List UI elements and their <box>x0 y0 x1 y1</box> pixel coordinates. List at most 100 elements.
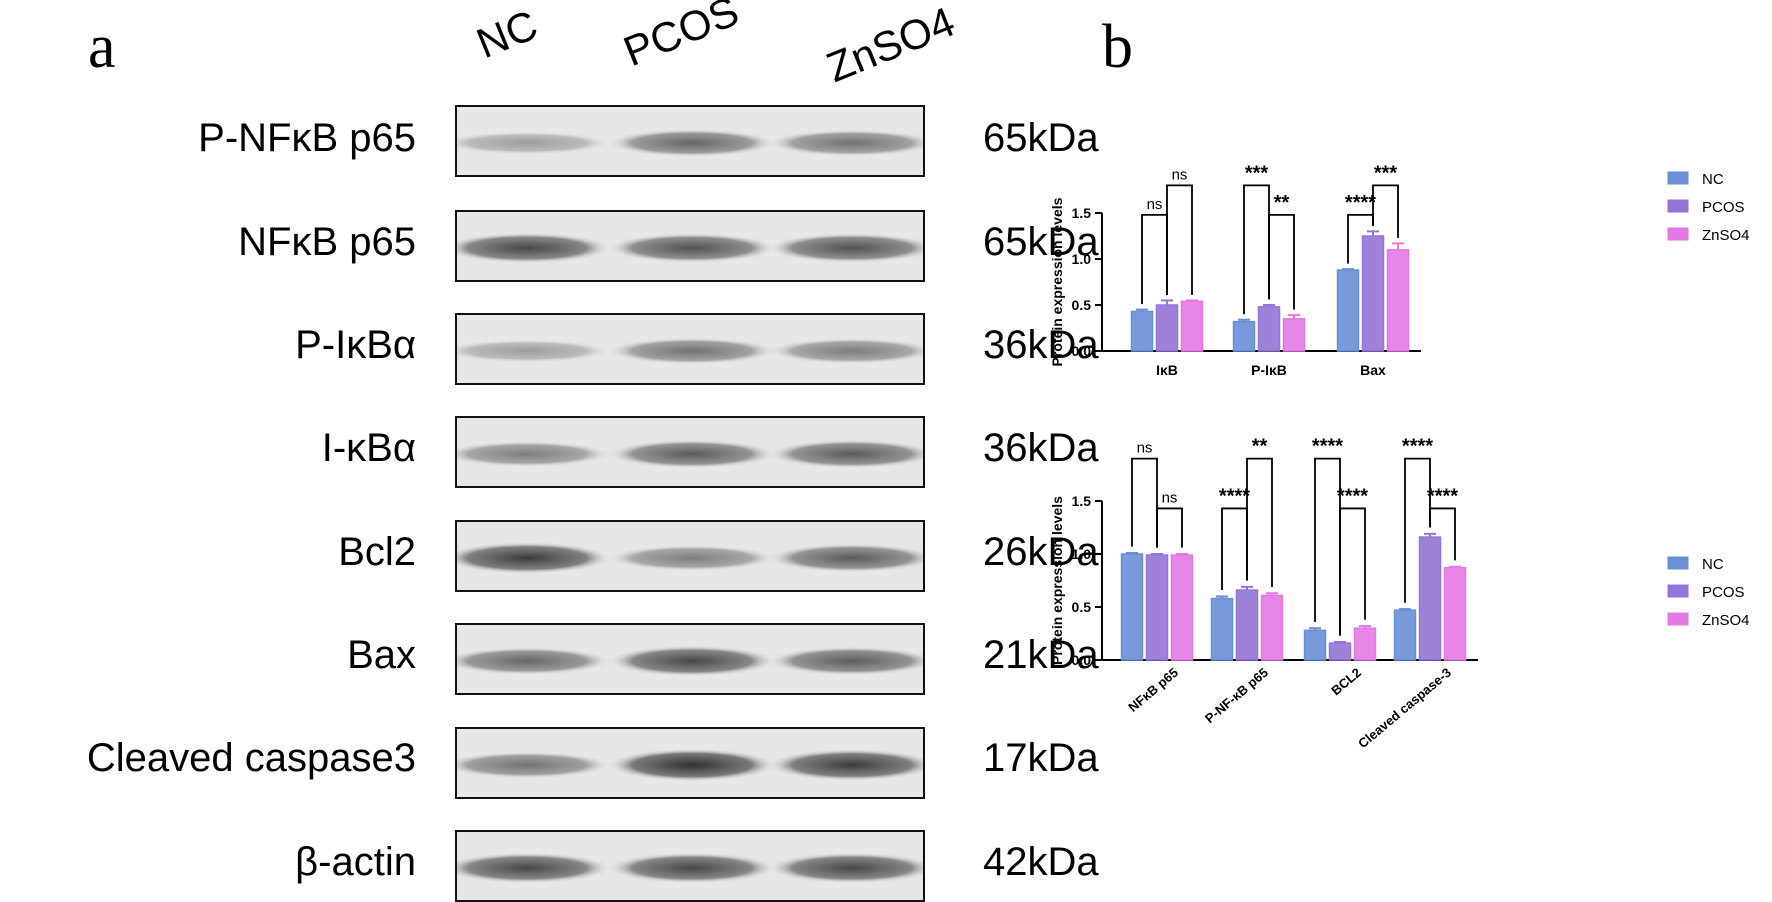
protein-label: Bax <box>347 633 416 677</box>
legend-label: NC <box>1702 171 1724 188</box>
bar-nc <box>1232 320 1256 352</box>
blot-strip <box>455 830 925 902</box>
blot-band-znso4 <box>767 233 923 263</box>
blot-band-pcos <box>607 233 777 263</box>
significance-bracket <box>1131 457 1158 548</box>
blot-band-znso4 <box>767 129 923 157</box>
panel-b-letter: b <box>1102 13 1133 81</box>
protein-label: Bcl2 <box>338 530 416 574</box>
legend-label: NC <box>1702 556 1724 573</box>
significance-label: ** <box>1274 192 1290 214</box>
blot-bands <box>457 439 923 469</box>
bar-chart-1: 0.0 0.5 1.0 1.5 Protein expression levels IκB… <box>1049 162 1750 378</box>
protein-label: Cleaved caspase3 <box>86 736 416 780</box>
bar-pcos <box>1361 235 1385 352</box>
blot-band-nc <box>457 751 612 779</box>
protein-label: P-IκBα <box>295 323 416 367</box>
legend-swatch-pcos <box>1667 584 1689 598</box>
kda-label: 36kDa <box>983 426 1099 470</box>
x-tick-label: P-IκB <box>1251 362 1287 378</box>
significance-label: **** <box>1402 436 1433 458</box>
blot-band-znso4 <box>767 543 923 573</box>
blot-band-nc <box>457 647 612 675</box>
significance-bracket <box>1429 507 1456 561</box>
kda-label: 21kDa <box>983 633 1099 677</box>
y-tick-label: 0.5 <box>1072 297 1092 313</box>
x-tick-label: Bax <box>1360 362 1386 378</box>
significance-bracket <box>1243 184 1270 315</box>
x-tick-label: IκB <box>1156 362 1178 378</box>
significance-bracket <box>1404 457 1431 603</box>
significance-label: **** <box>1312 436 1343 458</box>
kda-label: 17kDa <box>983 736 1099 780</box>
blot-strip <box>455 520 925 592</box>
significance-label: *** <box>1374 162 1398 184</box>
significance-bracket <box>1372 184 1399 238</box>
bar-nc <box>1393 609 1417 661</box>
blot-band-pcos <box>607 852 777 884</box>
bar-pcos <box>1418 536 1442 661</box>
bar-znso4 <box>1353 627 1377 661</box>
protein-label: P-NFκB p65 <box>198 116 416 160</box>
significance-bracket <box>1268 213 1295 310</box>
bar-znso4 <box>1386 249 1410 352</box>
legend-label: ZnSO4 <box>1702 227 1750 244</box>
bar-nc <box>1210 597 1234 661</box>
protein-label: β-actin <box>295 840 416 884</box>
blot-bands <box>457 645 923 677</box>
blot-band-pcos <box>607 439 777 469</box>
legend-swatch-nc <box>1667 171 1689 185</box>
x-tick-label: BCL2 <box>1328 665 1364 698</box>
significance-label: *** <box>1245 162 1269 184</box>
blot-bands <box>457 337 923 365</box>
blot-bands <box>457 748 923 782</box>
significance-label: **** <box>1427 485 1458 507</box>
blot-strip <box>455 313 925 385</box>
blot-band-nc <box>457 131 612 155</box>
y-axis-label: Protein expression levels <box>1049 197 1065 366</box>
significance-bracket <box>1339 507 1366 636</box>
y-tick-label: 0.5 <box>1072 599 1092 615</box>
blot-strip <box>455 727 925 799</box>
y-tick-label: 1.0 <box>1072 546 1092 562</box>
blot-band-znso4 <box>767 646 923 676</box>
blot-band-nc <box>457 339 612 363</box>
y-tick-label: 1.5 <box>1072 205 1092 221</box>
significance-label: **** <box>1219 485 1250 507</box>
significance-bracket <box>1141 213 1168 305</box>
bar-nc <box>1336 269 1360 352</box>
legend-label: ZnSO4 <box>1702 612 1750 629</box>
blot-strip <box>455 623 925 695</box>
bar-pcos <box>1328 642 1352 661</box>
protein-label: NFκB p65 <box>238 220 416 264</box>
y-tick-label: 0.0 <box>1072 652 1092 668</box>
blot-bands <box>457 852 923 884</box>
significance-label: ns <box>1137 440 1153 457</box>
blot-strip <box>455 416 925 488</box>
blot-strip <box>455 105 925 177</box>
significance-bracket <box>1166 184 1193 295</box>
y-axis-label: Protein expression levels <box>1049 496 1065 665</box>
legend-swatch-nc <box>1667 556 1689 570</box>
bar-pcos <box>1155 304 1179 352</box>
blot-band-znso4 <box>767 852 923 884</box>
y-tick-label: 1.0 <box>1072 251 1092 267</box>
bar-znso4 <box>1180 300 1204 352</box>
bar-znso4 <box>1260 594 1284 661</box>
y-tick-label: 0.0 <box>1072 343 1092 359</box>
kda-label: 26kDa <box>983 530 1099 574</box>
legend-label: PCOS <box>1702 584 1745 601</box>
blot-band-znso4 <box>767 439 923 469</box>
significance-label: **** <box>1345 192 1376 214</box>
kda-label: 65kDa <box>983 116 1099 160</box>
blot-band-znso4 <box>767 338 923 364</box>
significance-label: ns <box>1147 196 1163 213</box>
blot-strip <box>455 210 925 282</box>
bar-nc <box>1120 553 1144 661</box>
blot-band-nc <box>457 441 612 467</box>
significance-bracket <box>1156 507 1183 548</box>
blot-band-pcos <box>607 748 777 782</box>
blot-band-pcos <box>607 645 777 677</box>
x-tick-label: P-NF-κB p65 <box>1202 665 1271 726</box>
bar-znso4 <box>1282 318 1306 352</box>
